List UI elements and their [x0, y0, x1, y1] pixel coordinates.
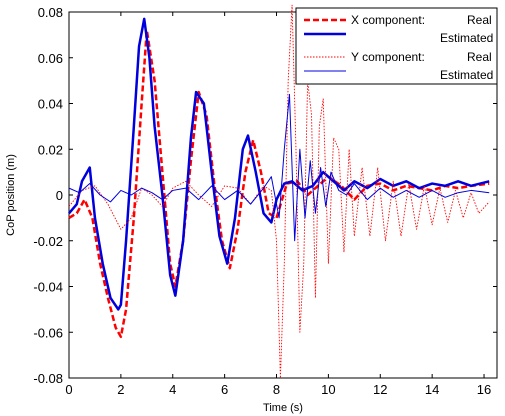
x-tick-label: 16 [477, 382, 491, 397]
x-tick-label: 10 [321, 382, 335, 397]
series-line-3 [68, 93, 490, 242]
x-tick-label: 6 [221, 382, 228, 397]
series-line-1 [68, 17, 490, 311]
series-layer [68, 4, 490, 379]
y-tick-label: 0.08 [38, 5, 63, 20]
series-line-0 [68, 29, 490, 339]
legend-group-x: X component: [351, 13, 425, 27]
x-tick-label: 14 [425, 382, 439, 397]
x-tick-label: 12 [373, 382, 387, 397]
legend-y-real: Real [467, 50, 492, 64]
legend-x-estimated: Estimated [440, 31, 493, 45]
x-tick-label: 0 [65, 382, 72, 397]
y-tick-label: 0.02 [38, 142, 63, 157]
x-axis-label: Time (s) [263, 402, 303, 414]
y-axis-label: CoP position (m) [5, 154, 17, 236]
y-tick-label: -0.04 [33, 280, 63, 295]
legend-group-y: Y component: [351, 50, 425, 64]
ticks-layer: 0 2 4 6 8 10 12 14 16 -0.08 -0.06 -0.04 -0.02 0 0.02 0.… [33, 5, 497, 397]
y-tick-label: 0.06 [38, 51, 63, 66]
legend: X component: Real Estimated Y component:… [295, 7, 498, 85]
y-tick-label: -0.02 [33, 234, 63, 249]
y-tick-label: 0 [56, 188, 63, 203]
x-tick-label: 2 [117, 382, 124, 397]
legend-y-estimated: Estimated [440, 68, 493, 82]
legend-x-real: Real [467, 13, 492, 27]
series-line-2 [68, 4, 490, 379]
y-tick-label: -0.08 [33, 371, 63, 386]
x-tick-label: 4 [169, 382, 176, 397]
y-tick-label: -0.06 [33, 325, 63, 340]
y-tick-label: 0.04 [38, 97, 63, 112]
x-tick-label: 8 [273, 382, 280, 397]
